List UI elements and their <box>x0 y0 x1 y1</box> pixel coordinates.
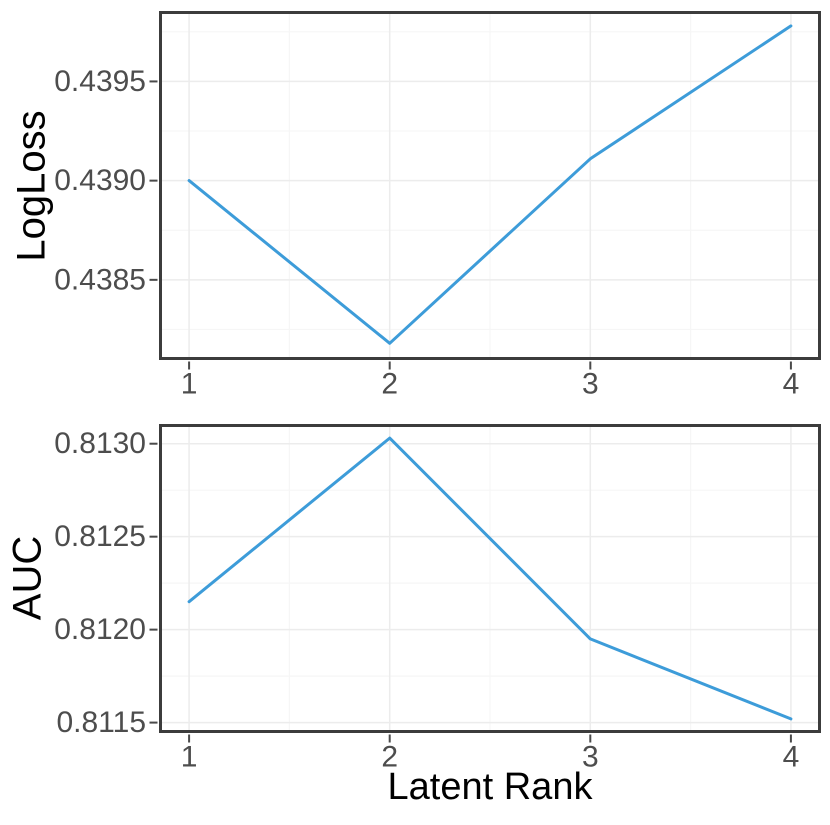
x-tick-label: 2 <box>381 368 398 401</box>
auc-axis-title: AUC <box>5 535 50 621</box>
y-tick-label: 0.8115 <box>56 706 146 739</box>
auc-panel: 1 2 3 4 0.8115 0.8120 0.8125 0.8130 <box>54 424 821 774</box>
logloss-axis-title: LogLoss <box>9 110 54 262</box>
y-tick-label: 0.4385 <box>54 263 146 296</box>
x-tick-label: 1 <box>181 741 198 774</box>
x-tick-label: 3 <box>582 368 599 401</box>
y-tick-label: 0.8130 <box>54 427 146 460</box>
auc-plot-area: 1 2 3 4 0.8115 0.8120 0.8125 0.8130 <box>54 424 821 774</box>
logloss-line <box>187 24 793 345</box>
x-axis-title: Latent Rank <box>387 766 593 808</box>
y-tick-label: 0.8125 <box>54 520 146 553</box>
logloss-plot-area: 1 2 3 4 0.4385 0.4390 0.4395 <box>54 11 821 401</box>
y-tick-label: 0.8120 <box>54 613 146 646</box>
x-tick-label: 3 <box>582 741 599 774</box>
y-tick-label: 0.4395 <box>54 65 146 98</box>
x-tick-label: 4 <box>783 741 800 774</box>
panel-border <box>159 424 821 733</box>
y-tick-label: 0.4390 <box>54 164 146 197</box>
x-tick-label: 2 <box>381 741 398 774</box>
x-tick-label: 4 <box>783 368 800 401</box>
auc-line <box>187 436 793 721</box>
logloss-panel: 1 2 3 4 0.4385 0.4390 0.4395 <box>54 11 821 401</box>
x-tick-label: 1 <box>181 368 198 401</box>
panel-border <box>159 11 821 360</box>
